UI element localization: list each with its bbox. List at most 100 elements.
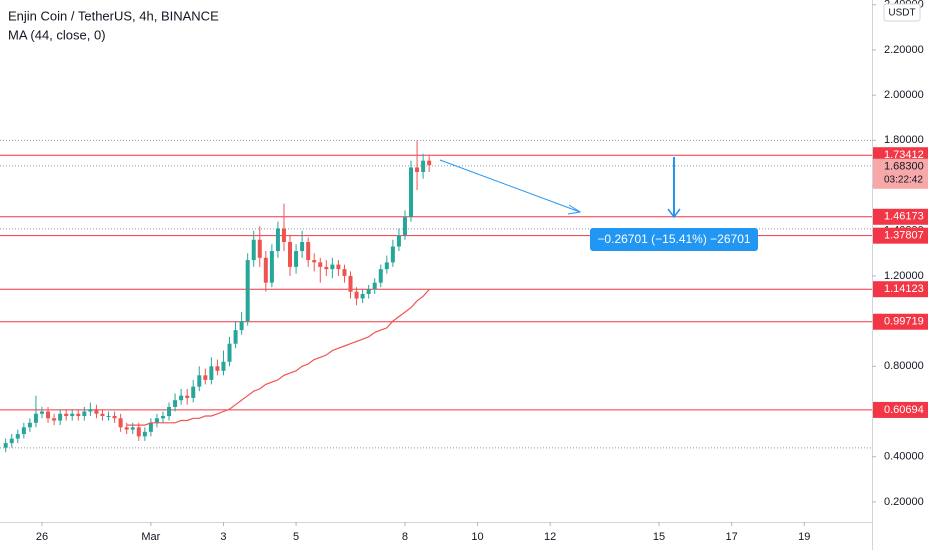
- candle-body: [39, 411, 44, 414]
- candle-body: [160, 416, 165, 419]
- candle-body: [94, 409, 99, 414]
- y-tick-label: 1.80000: [884, 134, 924, 146]
- candle-body: [396, 235, 401, 247]
- level-label: 1.46173: [884, 211, 924, 223]
- candle-body: [251, 239, 256, 261]
- level-label: 1.14123: [884, 283, 924, 295]
- candle-body: [354, 291, 359, 299]
- candle-body: [33, 413, 38, 423]
- candle-body: [106, 416, 111, 418]
- candle-body: [100, 413, 105, 417]
- candle-body: [324, 266, 329, 270]
- candle-body: [124, 427, 129, 430]
- candle-body: [275, 228, 280, 252]
- measure-label: −0.26701 (−15.41%) −26701: [597, 232, 750, 246]
- candle-body: [118, 418, 123, 428]
- candle-body: [46, 411, 51, 419]
- candle-body: [136, 427, 141, 437]
- candle-body: [390, 246, 395, 263]
- candle-body: [142, 431, 147, 437]
- candle-body: [64, 413, 69, 417]
- candle-body: [52, 418, 57, 421]
- measure-box: [590, 228, 758, 251]
- arrow-head: [567, 204, 582, 215]
- candle-body: [27, 422, 32, 428]
- x-tick-label: 19: [798, 531, 810, 543]
- x-tick-label: Mar: [141, 531, 160, 543]
- candle-body: [167, 406, 172, 417]
- candle-body: [197, 375, 202, 387]
- candle-body: [312, 260, 317, 263]
- candle-body: [9, 438, 14, 444]
- candle-body: [173, 400, 178, 407]
- candle-body: [70, 413, 75, 417]
- level-label-box: [873, 227, 928, 244]
- level-label: 1.73412: [884, 149, 924, 161]
- candle-body: [378, 269, 383, 283]
- level-label-box: [873, 281, 928, 298]
- candle-body: [227, 343, 232, 362]
- candle-body: [372, 282, 377, 290]
- candle-body: [233, 330, 238, 344]
- candle-body: [21, 427, 26, 435]
- candle-body: [421, 160, 426, 172]
- candle-body: [366, 289, 371, 294]
- candle-body: [318, 262, 323, 267]
- legend-entry: MA (44, close, 0): [8, 27, 106, 42]
- last-price-label: 1.68300: [884, 161, 924, 173]
- y-tick-label: 2.00000: [884, 89, 924, 101]
- x-tick-label: 8: [402, 531, 408, 543]
- candle-body: [306, 242, 311, 261]
- x-tick-label: 12: [544, 531, 556, 543]
- candle-body: [300, 242, 305, 252]
- x-tick-label: 5: [293, 531, 299, 543]
- candle-body: [384, 262, 389, 270]
- candle-body: [76, 413, 81, 417]
- candle-body: [281, 228, 286, 243]
- candle-body: [221, 361, 226, 371]
- candle-body: [348, 275, 353, 292]
- x-tick-label: 15: [653, 531, 665, 543]
- candle-body: [15, 434, 20, 439]
- y-tick-label: 0.20000: [884, 496, 924, 508]
- chart-title: Enjin Coin / TetherUS, 4h, BINANCE: [8, 8, 219, 23]
- trend-arrow: [439, 159, 581, 213]
- candle-body: [257, 239, 262, 258]
- countdown: 03:22:42: [884, 174, 923, 185]
- last-price-box: [873, 158, 928, 189]
- level-label-box: [873, 401, 928, 418]
- candle-body: [288, 242, 293, 267]
- candle-body: [191, 386, 196, 398]
- y-tick-label: 2.20000: [884, 44, 924, 56]
- x-tick-label: 17: [726, 531, 738, 543]
- currency-box[interactable]: [883, 3, 921, 22]
- level-label-box: [873, 313, 928, 330]
- candle-body: [415, 167, 420, 172]
- candle-body: [203, 375, 208, 380]
- candle-body: [82, 411, 87, 417]
- level-label: 1.37807: [884, 230, 924, 242]
- candle-body: [239, 321, 244, 331]
- candle-body: [154, 418, 159, 423]
- candle-body: [209, 366, 214, 380]
- candle-body: [3, 443, 8, 448]
- candle-body: [58, 413, 63, 421]
- candle-body: [185, 395, 190, 398]
- candle-body: [360, 293, 365, 299]
- candle-body: [245, 260, 250, 322]
- candle-body: [330, 264, 335, 270]
- ma-line: [126, 289, 430, 426]
- candle-body: [402, 217, 407, 236]
- x-tick-label: 10: [471, 531, 483, 543]
- y-tick-label: 0.40000: [884, 451, 924, 463]
- x-tick-label: 26: [36, 531, 48, 543]
- arrow-head: [667, 208, 681, 219]
- currency[interactable]: USDT: [888, 8, 915, 19]
- y-tick-label: 0.80000: [884, 360, 924, 372]
- level-label-box: [873, 208, 928, 225]
- level-label: 0.60694: [884, 404, 924, 416]
- candle-body: [409, 167, 414, 218]
